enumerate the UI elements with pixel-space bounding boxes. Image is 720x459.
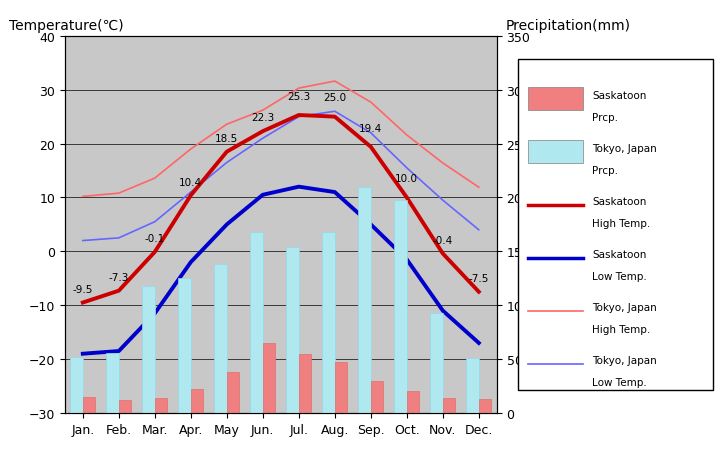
Text: 10.0: 10.0 xyxy=(395,174,418,184)
Bar xyxy=(155,398,167,413)
Bar xyxy=(443,398,455,413)
Text: Prcp.: Prcp. xyxy=(593,112,618,123)
Bar xyxy=(407,392,419,413)
Text: Precipitation(mm): Precipitation(mm) xyxy=(505,19,631,33)
Bar xyxy=(179,279,191,413)
Bar xyxy=(430,313,443,413)
Text: Saskatoon: Saskatoon xyxy=(593,250,647,260)
Bar xyxy=(287,247,299,413)
Bar xyxy=(251,232,263,413)
Text: Temperature(℃): Temperature(℃) xyxy=(9,19,123,33)
Text: Tokyo, Japan: Tokyo, Japan xyxy=(593,144,657,154)
Text: -9.5: -9.5 xyxy=(73,284,93,294)
Text: -7.3: -7.3 xyxy=(109,272,129,282)
Bar xyxy=(394,200,407,413)
Text: Saskatoon: Saskatoon xyxy=(593,91,647,101)
Text: Saskatoon: Saskatoon xyxy=(593,197,647,207)
Bar xyxy=(263,343,275,413)
Bar xyxy=(191,389,203,413)
Text: -7.5: -7.5 xyxy=(469,274,489,283)
Text: 25.3: 25.3 xyxy=(287,92,310,101)
Bar xyxy=(83,397,95,413)
Text: Low Temp.: Low Temp. xyxy=(593,377,647,387)
Text: High Temp.: High Temp. xyxy=(593,324,651,334)
Bar xyxy=(107,353,119,413)
Bar xyxy=(215,265,227,413)
Bar xyxy=(335,363,347,413)
Text: Prcp.: Prcp. xyxy=(593,165,618,175)
Text: -0.1: -0.1 xyxy=(145,234,165,244)
Bar xyxy=(142,286,155,413)
Text: Tokyo, Japan: Tokyo, Japan xyxy=(593,355,657,365)
Bar xyxy=(359,187,371,413)
Bar xyxy=(299,354,311,413)
Text: 18.5: 18.5 xyxy=(215,134,238,144)
Bar xyxy=(227,372,239,413)
Bar xyxy=(528,88,582,111)
Bar xyxy=(466,358,479,413)
Text: Low Temp.: Low Temp. xyxy=(593,271,647,281)
Text: Tokyo, Japan: Tokyo, Japan xyxy=(593,302,657,313)
Text: 19.4: 19.4 xyxy=(359,123,382,134)
Bar xyxy=(119,400,131,413)
Bar xyxy=(528,140,582,164)
Text: High Temp.: High Temp. xyxy=(593,218,651,228)
Text: 22.3: 22.3 xyxy=(251,113,274,123)
Text: -0.4: -0.4 xyxy=(433,235,453,245)
Bar xyxy=(323,232,335,413)
Bar xyxy=(71,357,83,413)
Bar xyxy=(479,399,491,413)
Text: 25.0: 25.0 xyxy=(323,93,346,103)
Text: 10.4: 10.4 xyxy=(179,177,202,187)
Bar xyxy=(371,381,383,413)
